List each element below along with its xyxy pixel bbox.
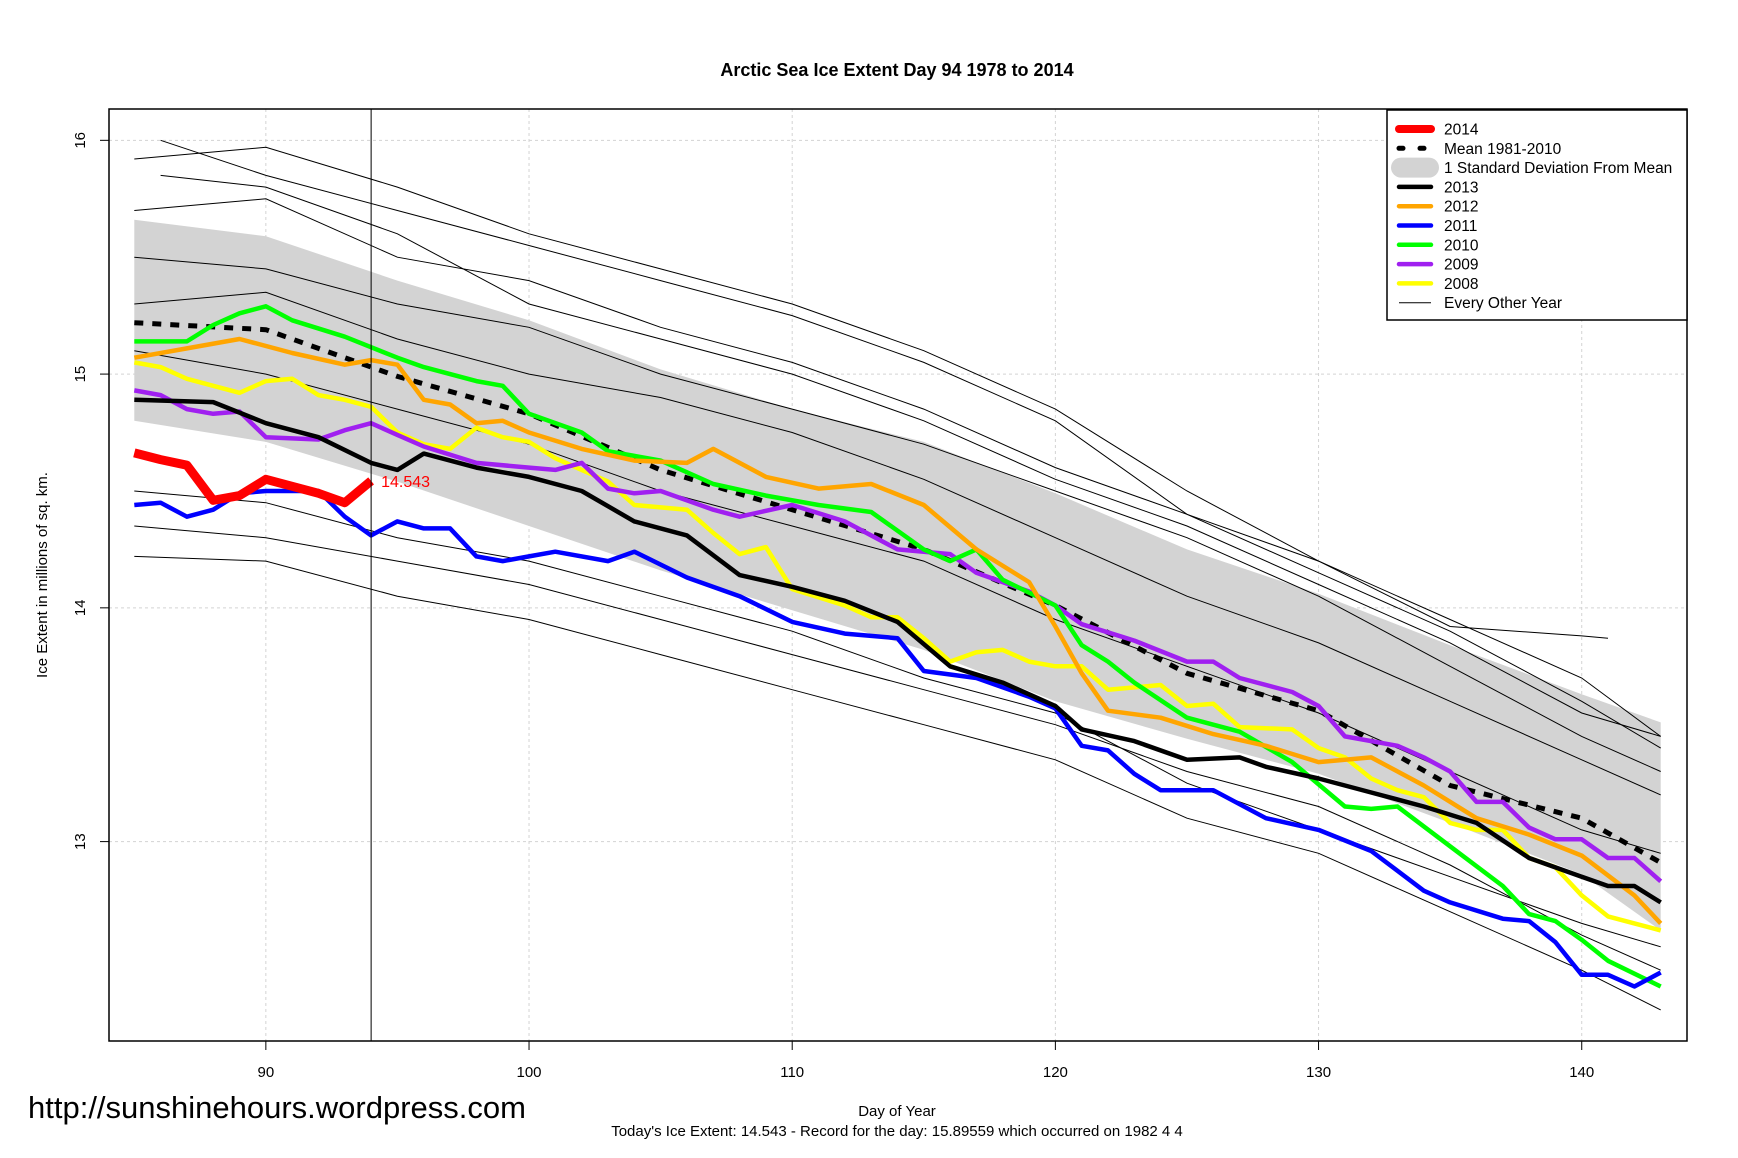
other-year-line xyxy=(134,291,1661,796)
y-tick-label: 15 xyxy=(72,366,89,383)
legend-item: Mean 1981-2010 xyxy=(1396,141,1562,158)
legend: 2014 Mean 1981-2010 1 Standard Deviation F… xyxy=(1386,109,1688,321)
legend-label: 2014 xyxy=(1444,122,1479,139)
series-line-2013 xyxy=(134,397,1662,905)
legend-item: 2010 xyxy=(1396,237,1479,254)
watermark-url: http://sunshinehours.wordpress.com xyxy=(28,1090,526,1125)
legend-item: 2013 xyxy=(1396,179,1478,196)
legend-label: Every Other Year xyxy=(1444,295,1562,312)
y-tick-label: 16 xyxy=(72,132,89,149)
other-year-line xyxy=(134,198,1609,639)
series-line-mean-1981-2010 xyxy=(134,320,1662,865)
legend-box xyxy=(1386,109,1688,321)
legend-label: 2009 xyxy=(1444,257,1478,274)
legend-label: 2008 xyxy=(1444,276,1478,293)
legend-swatch xyxy=(1391,157,1439,178)
series-line-2014 xyxy=(133,448,374,508)
other-year-line xyxy=(160,174,1661,737)
x-tick-label: 100 xyxy=(517,1064,542,1081)
other-year-line xyxy=(134,490,1661,948)
legend-item: Every Other Year xyxy=(1399,295,1562,312)
legend-item: 2011 xyxy=(1396,218,1477,235)
y-axis-label: Ice Extent in millions of sq. km. xyxy=(34,472,51,678)
legend-label: 1 Standard Deviation From Mean xyxy=(1444,160,1672,177)
current-value-label: 14.543 xyxy=(381,474,430,491)
x-tick-label: 130 xyxy=(1306,1064,1331,1081)
series-line-2011 xyxy=(134,488,1662,989)
legend-item: 2009 xyxy=(1396,257,1478,274)
other-year-line xyxy=(134,256,1661,772)
legend-item: 2008 xyxy=(1396,276,1478,293)
legend-item: 1 Standard Deviation From Mean xyxy=(1391,157,1672,178)
other-year-line xyxy=(134,146,1661,737)
legend-label: Mean 1981-2010 xyxy=(1444,141,1562,158)
y-tick-label: 13 xyxy=(72,833,89,850)
x-tick-label: 110 xyxy=(780,1064,804,1081)
series-line-2012 xyxy=(133,336,1663,925)
legend-label: 2013 xyxy=(1444,179,1478,196)
legend-label: 2011 xyxy=(1444,218,1477,235)
x-tick-label: 120 xyxy=(1043,1064,1068,1081)
y-tick-label: 14 xyxy=(72,599,89,616)
plot-area: 90 100 110 120 130 140 13 14 15 16 xyxy=(72,108,1688,1081)
plot-border xyxy=(108,108,1688,1042)
legend-label: 2010 xyxy=(1444,237,1479,254)
x-tick-label: 90 xyxy=(258,1064,275,1081)
footer-text: Today's Ice Extent: 14.543 - Record for … xyxy=(611,1123,1183,1140)
chart-title: Arctic Sea Ice Extent Day 94 1978 to 201… xyxy=(720,60,1073,80)
x-tick-label: 140 xyxy=(1569,1064,1594,1081)
legend-item: 2012 xyxy=(1396,199,1478,216)
other-year-line xyxy=(160,139,1661,749)
legend-label: 2012 xyxy=(1444,199,1478,216)
x-axis-label: Day of Year xyxy=(858,1103,936,1120)
other-year-line xyxy=(134,525,1661,971)
other-year-line xyxy=(134,555,1661,1011)
legend-item: 2014 xyxy=(1395,122,1479,139)
